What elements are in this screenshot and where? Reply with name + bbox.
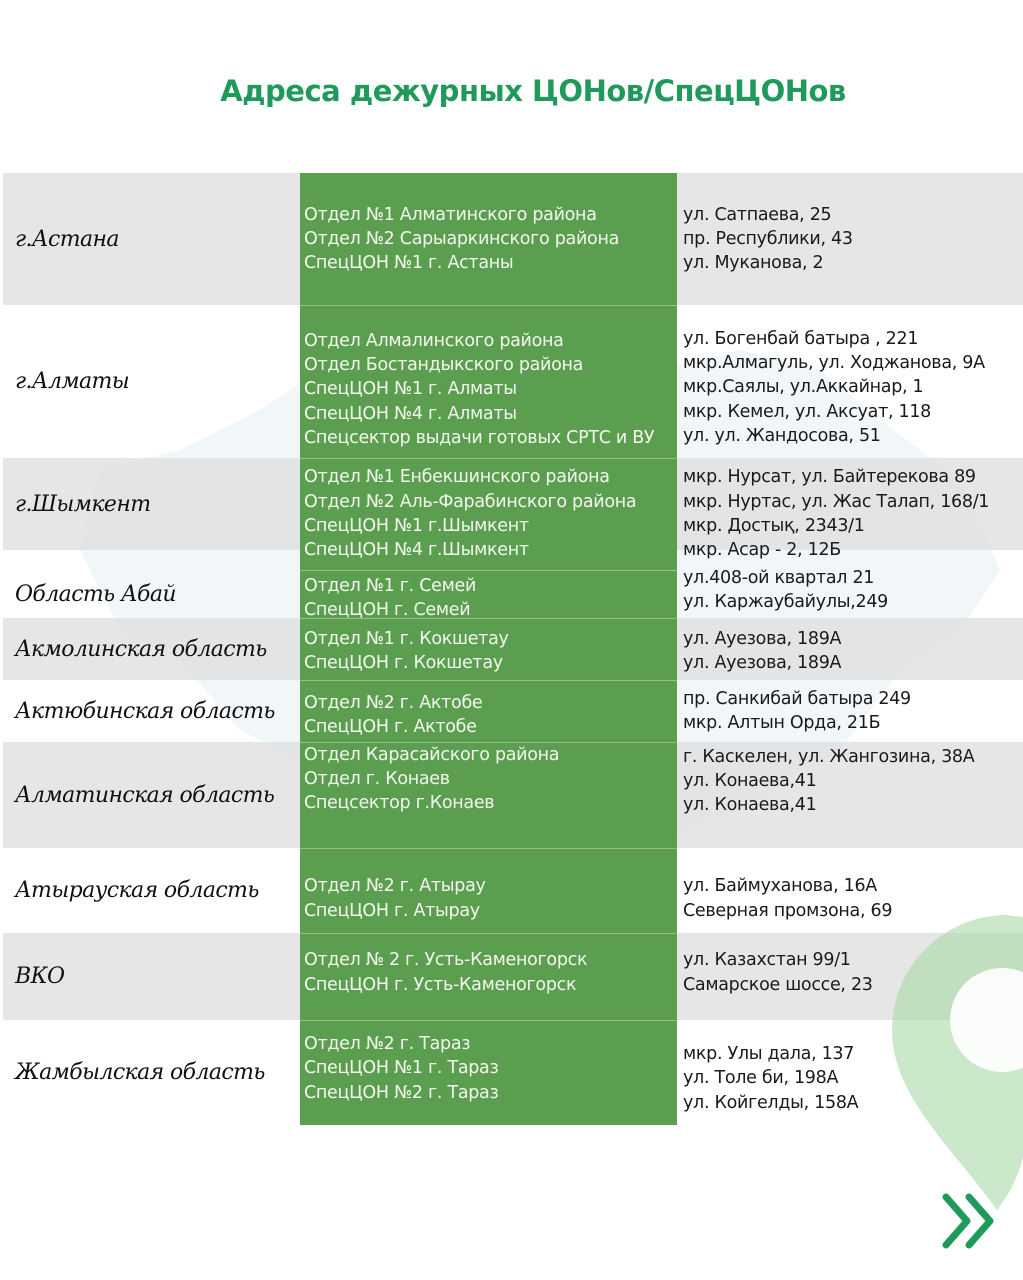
address: мкр.Алмагуль, ул. Ходжанова, 9А — [683, 353, 985, 374]
service-unit: СпецЦОН №1 г. Астаны — [304, 253, 514, 274]
service-unit: Отдел №1 Енбекшинского района — [304, 467, 610, 488]
service-unit: Отдел №2 г. Атырау — [304, 876, 486, 897]
address: пр. Республики, 43 — [683, 228, 853, 249]
service-unit: Отдел №2 г. Тараз — [304, 1034, 471, 1055]
service-unit: СпецЦОН г. Кокшетау — [304, 653, 503, 673]
service-units: Отдел №2 г. Атырау СпецЦОН г. Атырау — [304, 856, 676, 941]
address: пр. Санкибай батыра 249 — [683, 688, 911, 709]
addresses: пр. Санкибай батыра 249 мкр. Алтын Орда, … — [683, 680, 1023, 742]
address: ул. Казахстан 99/1 — [683, 950, 851, 971]
address: мкр. Нуртас, ул. Жас Талап, 168/1 — [683, 491, 990, 512]
region-name: Акмолинская область — [15, 636, 267, 662]
address: ул.408-ой квартал 21 — [683, 567, 875, 588]
row-divider — [300, 933, 677, 934]
addresses: ул. Сатпаева, 25 пр. Республики, 43 ул. Му… — [683, 173, 1023, 305]
addresses: мкр. Улы дала, 137 ул. Толе би, 198А ул. К… — [683, 1026, 1023, 1131]
service-units: Отдел № 2 г. Усть-Каменогорск СпецЦОН г. … — [304, 929, 676, 1016]
units-column-background — [300, 173, 677, 1125]
addresses: ул. Казахстан 99/1 Самарское шоссе, 23 — [683, 929, 1023, 1016]
region-name: г.Астана — [15, 226, 119, 252]
service-units: Отдел Карасайского района Отдел г. Конаев… — [304, 726, 676, 832]
row-divider — [300, 570, 677, 571]
address: мкр.Саялы, ул.Аккайнар, 1 — [683, 377, 924, 398]
address: г. Каскелен, ул. Жангозина, 38А — [683, 746, 975, 767]
address: ул. Толе би, 198А — [683, 1068, 839, 1089]
service-units: Отдел №1 г. Семей СпецЦОН г. Семей — [304, 574, 676, 622]
region-name: Жамбылская область — [15, 1060, 265, 1085]
region-name: г.Шымкент — [15, 491, 151, 517]
service-units: Отдел №1 Енбекшинского района Отдел №2 Ал… — [304, 458, 676, 570]
addresses: ул. Богенбай батыра , 221 мкр.Алмагуль, у… — [683, 311, 1023, 464]
service-unit: СпецЦОН №4 г.Шымкент — [304, 540, 529, 561]
row-divider — [300, 680, 677, 681]
service-unit: Отдел №1 г. Кокшетау — [304, 628, 509, 649]
addresses: ул. Ауезова, 189А ул. Ауезова, 189А — [683, 620, 1023, 682]
address: ул. ул. Жандосова, 51 — [683, 425, 881, 446]
addresses: ул.408-ой квартал 21 ул. Каржаубайулы,249 — [683, 566, 1023, 614]
region-name: Атырауская область — [15, 878, 259, 903]
service-units: Отдел №1 г. Кокшетау СпецЦОН г. Кокшетау — [304, 620, 676, 682]
address: ул. Сатпаева, 25 — [683, 204, 832, 225]
service-unit: СпецЦОН г. Усть-Каменогорск — [304, 974, 577, 995]
address: Северная промзона, 69 — [683, 900, 893, 921]
addresses: ул. Баймуханова, 16А Северная промзона, 6… — [683, 856, 1023, 941]
service-unit: Отдел Карасайского района — [304, 744, 560, 765]
service-units: Отдел №1 Алматинского района Отдел №2 Сар… — [304, 173, 676, 305]
address: ул. Конаева,41 — [683, 795, 817, 816]
service-unit: СпецЦОН №4 г. Алматы — [304, 403, 517, 424]
region-name: г.Алматы — [15, 369, 130, 394]
region-name: ВКО — [15, 964, 65, 989]
row-divider — [300, 305, 677, 306]
service-unit: Отдел №2 Аль-Фарабинского района — [304, 491, 637, 512]
address: ул. Койгелды, 158А — [683, 1092, 859, 1113]
map-pin-icon — [892, 915, 1023, 1210]
address: ул. Ауезова, 189А — [683, 653, 842, 673]
address: мкр. Асар - 2, 12Б — [683, 540, 842, 561]
service-unit: Спецсектор г.Конаев — [304, 793, 495, 814]
service-units: Отдел №2 г. Актобе СпецЦОН г. Актобе — [304, 684, 676, 746]
region-name: Область Абай — [15, 581, 177, 607]
addresses: г. Каскелен, ул. Жангозина, 38А ул. Конае… — [683, 728, 1023, 834]
row-divider — [300, 848, 677, 849]
service-unit: Отдел № 2 г. Усть-Каменогорск — [304, 950, 588, 971]
service-unit: Отдел №1 Алматинского района — [304, 204, 597, 225]
address: Самарское шоссе, 23 — [683, 974, 873, 995]
row-divider — [300, 458, 677, 459]
service-unit: Отдел Алмалинского района — [304, 330, 564, 351]
region-name: Актюбинская область — [15, 698, 275, 724]
address: мкр. Нурсат, ул. Байтерекова 89 — [683, 467, 976, 488]
address: ул. Баймуханова, 16А — [683, 876, 877, 897]
region-name: Алматинская область — [15, 782, 275, 808]
service-units: Отдел №2 г. Тараз СпецЦОН №1 г. Тараз Спец… — [304, 1016, 676, 1121]
service-unit: СпецЦОН г. Атырау — [304, 900, 480, 921]
service-unit: Отдел Бостандыкского района — [304, 355, 584, 376]
address: ул. Каржаубайулы,249 — [683, 592, 888, 612]
page-title: Адреса дежурных ЦОНов/СпецЦОНов — [220, 74, 846, 108]
address: мкр. Достық, 2343/1 — [683, 516, 865, 536]
addresses: мкр. Нурсат, ул. Байтерекова 89 мкр. Нурт… — [683, 458, 1023, 570]
service-unit: СпецЦОН №2 г. Тараз — [304, 1082, 499, 1103]
service-unit: Отдел №2 г. Актобе — [304, 692, 483, 713]
service-unit: Отдел №2 Сарыаркинского района — [304, 228, 620, 249]
service-unit: СпецЦОН №1 г. Тараз — [304, 1058, 499, 1079]
row-divider — [300, 742, 677, 743]
double-chevron-right-icon[interactable] — [940, 1192, 995, 1250]
address: мкр. Алтын Орда, 21Б — [683, 713, 881, 733]
row-divider — [300, 1020, 677, 1021]
service-units: Отдел Алмалинского района Отдел Бостандык… — [304, 313, 676, 466]
service-unit: Отдел г. Конаев — [304, 768, 450, 789]
service-unit: Отдел №1 г. Семей — [304, 575, 477, 596]
service-unit: СпецЦОН №1 г.Шымкент — [304, 516, 529, 536]
address: ул. Муканова, 2 — [683, 253, 824, 274]
address: мкр. Улы дала, 137 — [683, 1044, 855, 1065]
service-unit: СпецЦОН №1 г. Алматы — [304, 379, 517, 400]
service-unit: Спецсектор выдачи готовых СРТС и ВУ — [304, 427, 655, 448]
address: ул. Богенбай батыра , 221 — [683, 328, 919, 349]
address: мкр. Кемел, ул. Аксуат, 118 — [683, 401, 932, 422]
service-unit: СпецЦОН г. Актобе — [304, 717, 477, 737]
address: ул. Конаева,41 — [683, 770, 817, 791]
row-divider — [300, 618, 677, 619]
service-unit: СпецЦОН г. Семей — [304, 600, 471, 620]
address: ул. Ауезова, 189А — [683, 628, 842, 649]
